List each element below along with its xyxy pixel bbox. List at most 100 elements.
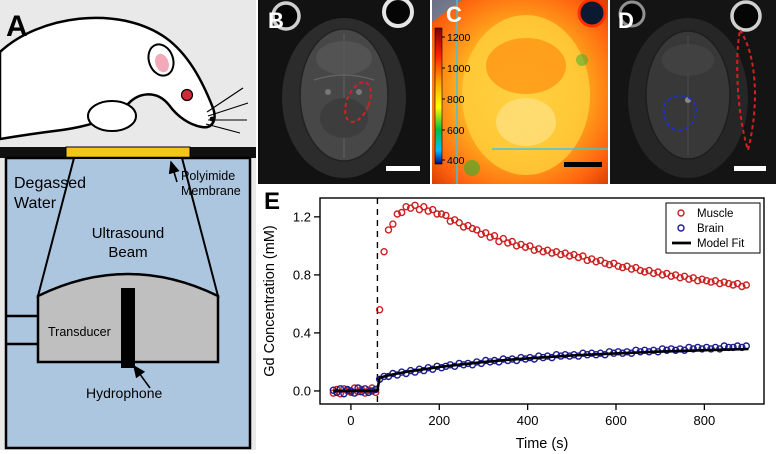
panel-a-label: A bbox=[6, 10, 28, 43]
legend-label: Brain bbox=[697, 223, 724, 235]
muscle-data-point bbox=[380, 247, 388, 256]
brain-roi-outline bbox=[662, 94, 698, 132]
hydrophone-rod bbox=[121, 288, 135, 368]
muscle-data-point bbox=[641, 268, 649, 276]
x-tick-label: 400 bbox=[517, 413, 539, 428]
muscle-data-point bbox=[437, 210, 446, 218]
ventricle-spot-right bbox=[356, 89, 362, 95]
muscle-data-point bbox=[738, 282, 746, 291]
muscle-data-point bbox=[446, 217, 455, 225]
legend-circle-swatch bbox=[677, 209, 685, 217]
panel-b-label: B bbox=[268, 8, 284, 33]
muscle-data-point bbox=[397, 208, 406, 217]
legend-label: Muscle bbox=[697, 208, 733, 220]
muscle-data-point bbox=[473, 226, 481, 234]
muscle-data-point bbox=[504, 239, 512, 247]
eye-artifact bbox=[577, 0, 607, 28]
muscle-data-point bbox=[649, 269, 658, 278]
platform-left-bar bbox=[0, 147, 72, 158]
muscle-data-point bbox=[685, 275, 693, 283]
polyimide-label-line1: Polyimide bbox=[181, 169, 235, 183]
muscle-data-point bbox=[725, 279, 733, 288]
mri-image-b: B bbox=[258, 0, 430, 184]
membrane-arrow bbox=[168, 160, 180, 183]
muscle-data-point bbox=[526, 242, 534, 250]
muscle-data-point bbox=[420, 203, 428, 211]
muscle-data-point bbox=[468, 224, 477, 233]
scale-bar-d bbox=[734, 166, 766, 171]
muscle-data-point bbox=[384, 226, 393, 234]
muscle-data-point bbox=[707, 278, 715, 286]
muscle-data-point bbox=[424, 207, 432, 215]
mouse-drawing bbox=[0, 16, 249, 141]
muscle-data-point bbox=[658, 271, 667, 279]
panel-e-chart: E 0 200 400 600 800 0.0 0.4 0.8 1.2 Time (s) Gd Co… bbox=[258, 186, 776, 454]
brain-structure-upper bbox=[316, 41, 372, 75]
muscle-data-point bbox=[698, 275, 706, 283]
muscle-data-point bbox=[530, 246, 538, 254]
colorbar-tick-800: 800 bbox=[447, 94, 465, 106]
brain-data-point bbox=[649, 346, 658, 355]
legend-box bbox=[665, 202, 761, 254]
muscle-data-point bbox=[486, 233, 494, 241]
muscle-data-point bbox=[521, 243, 530, 251]
muscle-data-point bbox=[393, 210, 402, 218]
muscle-data-point bbox=[702, 276, 711, 285]
panel-d-mri-rois: D bbox=[610, 0, 776, 184]
polyimide-label-line2: Membrane bbox=[181, 184, 241, 198]
x-tick-label: 0 bbox=[347, 413, 354, 428]
t1-map-image: 1200 1000 800 600 400 C bbox=[432, 0, 608, 184]
muscle-data-point bbox=[579, 252, 587, 260]
mouse-front-leg bbox=[87, 100, 137, 132]
colorbar-tick-marks bbox=[442, 36, 445, 161]
eye-left bbox=[271, 1, 301, 31]
colorbar-tick-600: 600 bbox=[447, 125, 465, 137]
sonication-roi-outline bbox=[344, 81, 372, 123]
muscle-data-point bbox=[481, 229, 490, 237]
brain-data-point bbox=[364, 388, 373, 397]
ultrasound-beam-label-line1: Ultrasound bbox=[92, 225, 165, 242]
brain-structure-lower bbox=[320, 98, 368, 138]
ventricle-spot-left bbox=[325, 89, 331, 95]
setup-diagram-drawing: A Degassed Water Polyimide Membrane Ultr… bbox=[0, 0, 256, 450]
panel-c-t1-map: 1200 1000 800 600 400 C bbox=[432, 0, 608, 184]
muscle-data-point bbox=[742, 281, 750, 289]
eye-left-d bbox=[618, 0, 646, 28]
muscle-data-point bbox=[411, 201, 419, 209]
muscle-data-point bbox=[729, 281, 737, 289]
muscle-data-point bbox=[601, 259, 609, 268]
muscle-data-point bbox=[592, 258, 600, 266]
plot-box bbox=[319, 197, 765, 405]
muscle-data-point bbox=[627, 265, 636, 273]
mri-image-d: D bbox=[610, 0, 776, 184]
eye-right bbox=[382, 0, 414, 28]
green-artifact-1 bbox=[464, 160, 480, 176]
colorbar-tick-1000: 1000 bbox=[447, 63, 471, 75]
mouse-whiskers bbox=[205, 87, 249, 134]
brain-data-point bbox=[343, 385, 352, 394]
brain-sulcus-line bbox=[313, 74, 375, 81]
muscle-data-point bbox=[455, 219, 463, 227]
y-tick-label: 1.2 bbox=[293, 209, 311, 224]
brain-data-point bbox=[689, 345, 697, 353]
muscle-data-point bbox=[389, 220, 397, 228]
platform-right-bar bbox=[184, 147, 256, 158]
muscle-data-point bbox=[667, 272, 675, 281]
blue-corner-artifact bbox=[432, 0, 462, 22]
y-tick-label: 0.8 bbox=[293, 267, 311, 282]
muscle-roi-outline bbox=[736, 27, 756, 154]
polyimide-membrane-window bbox=[65, 146, 191, 159]
panel-c-label: C bbox=[446, 2, 462, 27]
x-axis-label: Time (s) bbox=[516, 436, 569, 452]
muscle-data-point bbox=[636, 266, 644, 275]
model-fit-line bbox=[333, 347, 749, 393]
degassed-water-label-line1: Degassed bbox=[14, 175, 86, 192]
muscle-data-point bbox=[720, 278, 728, 286]
hydrophone-label: Hydrophone bbox=[86, 385, 162, 401]
muscle-data-point bbox=[716, 279, 724, 288]
panel-d-label: D bbox=[618, 8, 634, 33]
muscle-data-point bbox=[428, 205, 437, 214]
muscle-data-point bbox=[583, 256, 591, 265]
scale-bar-b bbox=[386, 166, 420, 171]
y-axis-label: Gd Concentration (mM) bbox=[262, 225, 278, 377]
